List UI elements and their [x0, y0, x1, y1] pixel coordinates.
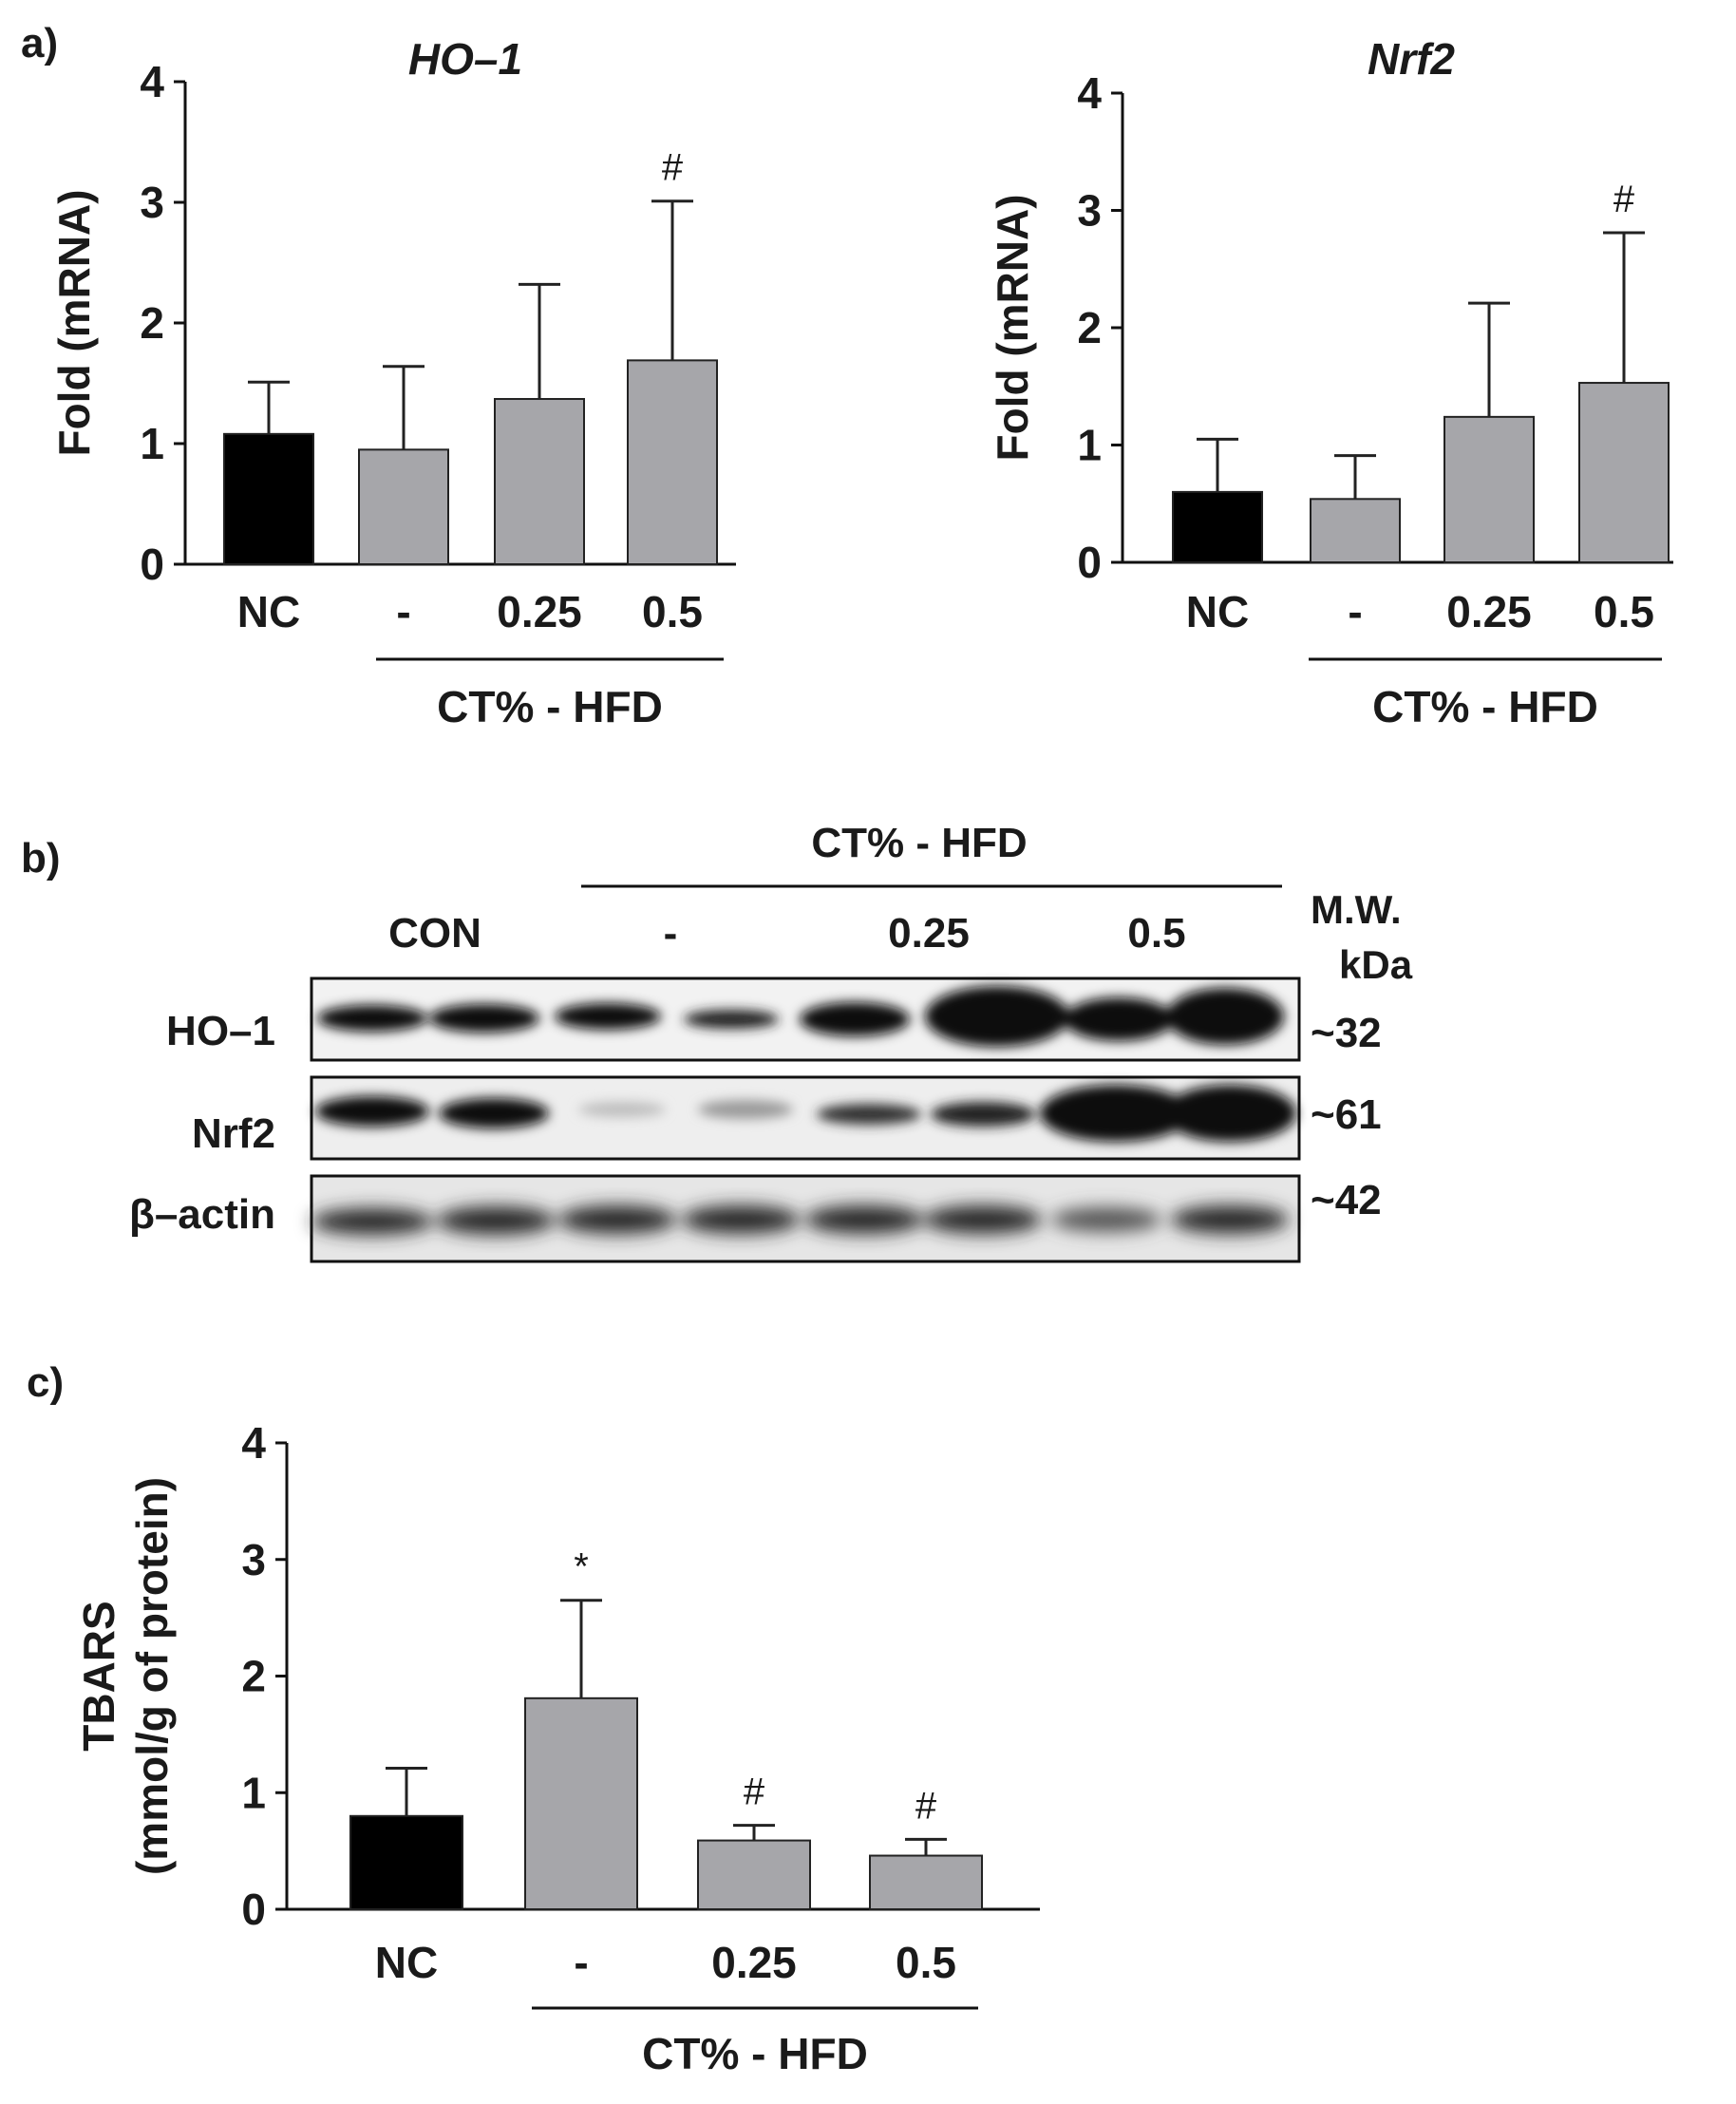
chart0-category-label-0: NC	[237, 587, 300, 636]
chart1-title: Nrf2	[1368, 34, 1455, 84]
chart2-y-tick-label: 0	[241, 1885, 266, 1934]
blot-mw-actin: ~42	[1311, 1177, 1382, 1223]
chart1-y-tick-label: 1	[1077, 421, 1102, 470]
chart2-bar-1	[524, 1696, 638, 1911]
chart0-group-label: CT% - HFD	[437, 682, 663, 731]
chart2-y-tick-label: 2	[241, 1652, 266, 1701]
chart1-y-axis-label: Fold (mRNA)	[988, 194, 1037, 461]
chart1-category-label-0: NC	[1186, 587, 1249, 636]
panel-label-a: a)	[21, 20, 58, 66]
chart1-category-label-2: 0.25	[1446, 587, 1532, 636]
panel-label-c: c)	[27, 1359, 64, 1406]
chart0-y-tick-label: 3	[140, 178, 164, 227]
chart2-category-label-0: NC	[375, 1938, 438, 1987]
chart0-y-axis-label: Fold (mRNA)	[49, 189, 99, 456]
chart0-bar-1	[358, 448, 449, 566]
chart1-bar-2	[1444, 415, 1535, 563]
chart0-y-tick-label: 2	[140, 298, 164, 348]
chart-ho1-mrna: 0 1 2 3 4 HO–1 Fold (mRNA) NC - 0.25 #0.5 CT% - HFD	[49, 34, 736, 731]
chart0-bar-0	[223, 432, 314, 565]
blot-mw-label: M.W.	[1311, 887, 1402, 932]
chart2-bar-3	[869, 1854, 983, 1911]
chart2-significance-marker-2: #	[744, 1772, 765, 1813]
blot-lane-05: 0.5	[1127, 910, 1185, 957]
chart1-y-tick-label: 2	[1077, 303, 1102, 352]
chart1-bar-0	[1172, 490, 1263, 564]
chart0-y-tick-label: 4	[140, 57, 164, 106]
chart0-y-tick-label: 0	[140, 540, 164, 589]
blot-strip-nrf2	[310, 1075, 1301, 1161]
blot-mw-nrf2: ~61	[1311, 1091, 1382, 1138]
chart0-significance-marker-3: #	[662, 147, 684, 189]
panel-label-b: b)	[21, 835, 61, 881]
chart1-group-label: CT% - HFD	[1372, 682, 1598, 731]
chart2-y-tick-label: 3	[241, 1535, 266, 1584]
chart2-bar-2	[697, 1839, 811, 1911]
chart2-y-tick-label: 1	[241, 1768, 266, 1817]
western-blot: CT% - HFD CON - 0.25 0.5 M.W. kDa HO–1 N…	[129, 820, 1413, 1263]
chart1-y-tick-label: 4	[1077, 68, 1102, 118]
blot-mw-ho1: ~32	[1311, 1010, 1382, 1056]
blot-strip-ho1	[310, 976, 1301, 1062]
blot-row-label-actin: β–actin	[129, 1191, 275, 1238]
chart2-y-axis-label-line1: TBARS	[74, 1601, 123, 1751]
chart2-y-tick-label: 4	[241, 1418, 266, 1468]
blot-kda-label: kDa	[1339, 942, 1413, 987]
blot-lane-con: CON	[388, 910, 481, 957]
chart2-y-axis-label-line2: (mmol/g of protein)	[127, 1477, 177, 1875]
chart1-y-tick-label: 0	[1077, 538, 1102, 587]
chart1-bar-1	[1310, 498, 1401, 563]
chart0-category-label-3: 0.5	[642, 587, 703, 636]
chart2-category-label-3: 0.5	[896, 1938, 956, 1987]
chart-tbars: 0 1 2 3 4 TBARS (mmol/g of protein) NC * - #0.25 #0…	[74, 1418, 1040, 2078]
chart2-group-label: CT% - HFD	[642, 2029, 868, 2078]
blot-strip-actin	[310, 1174, 1301, 1263]
chart1-category-label-3: 0.5	[1594, 587, 1654, 636]
blot-lane-hfd: -	[664, 910, 678, 957]
blot-row-label-ho1: HO–1	[166, 1008, 275, 1054]
chart-nrf2-mrna: 0 1 2 3 4 Nrf2 Fold (mRNA) NC - 0.25 #0.5 CT% - HFD	[988, 34, 1673, 731]
chart0-title: HO–1	[408, 34, 522, 84]
chart2-bar-0	[349, 1814, 463, 1911]
chart0-y-tick-label: 1	[140, 419, 164, 468]
chart0-bar-2	[494, 398, 585, 566]
chart1-category-label-1: -	[1348, 587, 1362, 636]
chart2-category-label-1: -	[574, 1938, 588, 1987]
blot-lane-025: 0.25	[888, 910, 970, 957]
chart2-significance-marker-3: #	[915, 1785, 937, 1827]
chart2-significance-marker-1: *	[574, 1546, 589, 1588]
chart0-category-label-1: -	[396, 587, 410, 636]
chart2-category-label-2: 0.25	[711, 1938, 797, 1987]
chart1-y-tick-label: 3	[1077, 186, 1102, 236]
blot-header: CT% - HFD	[811, 820, 1027, 866]
chart1-significance-marker-3: #	[1613, 179, 1635, 220]
chart0-category-label-2: 0.25	[497, 587, 582, 636]
chart0-bar-3	[627, 359, 718, 565]
chart1-bar-3	[1578, 382, 1670, 564]
blot-row-label-nrf2: Nrf2	[192, 1110, 275, 1157]
